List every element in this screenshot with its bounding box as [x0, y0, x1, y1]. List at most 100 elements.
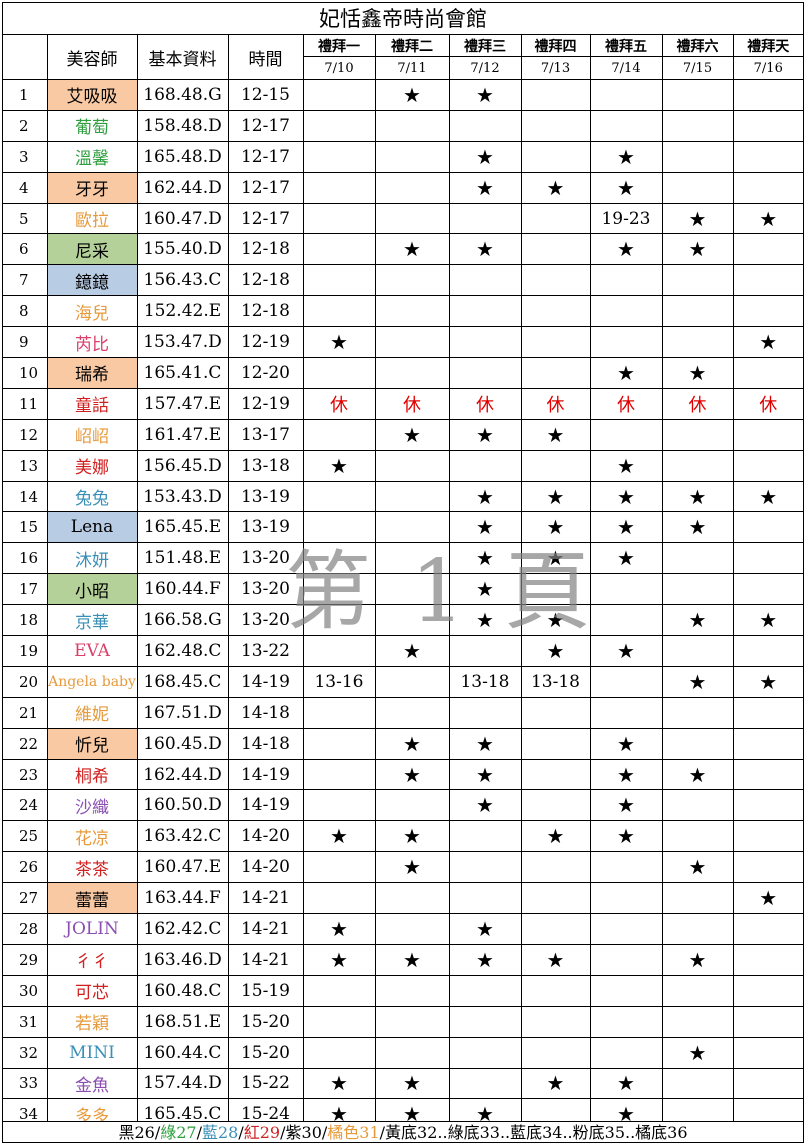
- row-number: 9: [3, 326, 48, 359]
- schedule-cell: 休: [732, 387, 803, 420]
- schedule-cell: ★: [520, 820, 591, 853]
- schedule-cell: ★: [448, 943, 522, 976]
- table-row: 33 金魚 157.44.D 15-22 ★ ★ ★ ★: [3, 1067, 803, 1100]
- schedule-cell: [520, 789, 591, 822]
- schedule-cell: ★: [302, 913, 376, 945]
- schedule-cell: [589, 573, 663, 606]
- schedule-cell: [374, 171, 450, 204]
- schedule-cell: ★: [520, 542, 591, 575]
- schedule-cell: ★: [448, 171, 522, 204]
- schedule-cell: [374, 295, 450, 328]
- stylist-info: 160.44.F: [136, 573, 229, 606]
- schedule-cell: [661, 326, 734, 359]
- table-body: 1 艾吸吸 168.48.G 12-15 ★ ★ 2 葡萄 158.48.D 12-17 3 溫馨 16…: [3, 79, 803, 1131]
- schedule-cell: [448, 882, 522, 915]
- row-number: 12: [3, 418, 48, 451]
- schedule-cell: [448, 635, 522, 667]
- schedule-cell: ★: [374, 727, 450, 760]
- stylist-info: 158.48.D: [136, 109, 229, 142]
- schedule-cell: [448, 264, 522, 297]
- row-number: 10: [3, 357, 48, 389]
- schedule-cell: [661, 264, 734, 297]
- schedule-cell: [520, 1036, 591, 1069]
- schedule-cell: 13-18: [448, 665, 522, 698]
- table-row: 1 艾吸吸 168.48.G 12-15 ★ ★: [3, 79, 803, 111]
- schedule-cell: ★: [589, 758, 663, 791]
- header-day-label: 禮拜一: [302, 35, 376, 58]
- header-stylist: 美容師: [46, 35, 138, 80]
- schedule-cell: [732, 913, 803, 945]
- schedule-cell: [661, 974, 734, 1007]
- legend-segment: 紅29: [243, 1123, 281, 1142]
- row-number: 5: [3, 202, 48, 235]
- legend-segment: /: [196, 1123, 202, 1142]
- table-row: 29 彳彳 163.46.D 14-21 ★ ★ ★ ★ ★: [3, 943, 803, 976]
- stylist-info: 156.45.D: [136, 449, 229, 482]
- table-row: 27 蕾蕾 163.44.F 14-21 ★: [3, 882, 803, 915]
- stylist-info: 160.47.E: [136, 851, 229, 884]
- row-number: 23: [3, 758, 48, 791]
- schedule-cell: [302, 79, 376, 111]
- schedule-cell: [732, 820, 803, 853]
- schedule-cell: [374, 326, 450, 359]
- schedule-cell: [732, 295, 803, 328]
- schedule-cell: ★: [589, 449, 663, 482]
- schedule-cell: [732, 357, 803, 389]
- table-row: 12 岹岹 161.47.E 13-17 ★ ★ ★: [3, 418, 803, 451]
- schedule-cell: ★: [448, 233, 522, 266]
- schedule-cell: ★: [589, 789, 663, 822]
- row-number: 16: [3, 542, 48, 575]
- schedule-cell: [589, 943, 663, 976]
- stylist-name: 芮比: [46, 326, 138, 359]
- table-row: 3 溫馨 165.48.D 12-17 ★ ★: [3, 140, 803, 173]
- schedule-cell: [589, 882, 663, 915]
- schedule-cell: [448, 1005, 522, 1038]
- row-number: 17: [3, 573, 48, 606]
- schedule-cell: [302, 480, 376, 513]
- schedule-cell: ★: [661, 480, 734, 513]
- stylist-hours: 14-19: [227, 789, 304, 822]
- stylist-hours: 12-18: [227, 264, 304, 297]
- row-number: 7: [3, 264, 48, 297]
- schedule-cell: [732, 171, 803, 204]
- schedule-cell: ★: [589, 1067, 663, 1100]
- schedule-cell: ★: [374, 635, 450, 667]
- legend-segment: 藍28: [201, 1123, 239, 1142]
- schedule-cell: ★: [448, 79, 522, 111]
- stylist-info: 168.51.E: [136, 1005, 229, 1038]
- schedule-cell: [374, 1036, 450, 1069]
- schedule-cell: [589, 913, 663, 945]
- stylist-name: 茶茶: [46, 851, 138, 884]
- stylist-hours: 15-20: [227, 1036, 304, 1069]
- schedule-cell: 19-23: [589, 202, 663, 235]
- table-row: 14 兔兔 153.43.D 13-19 ★ ★ ★ ★ ★: [3, 480, 803, 513]
- stylist-info: 163.42.C: [136, 820, 229, 853]
- schedule-cell: [661, 789, 734, 822]
- stylist-info: 163.46.D: [136, 943, 229, 976]
- header-day-date: 7/10: [303, 56, 376, 80]
- schedule-cell: [732, 1005, 803, 1038]
- schedule-cell: [374, 1005, 450, 1038]
- row-number: 30: [3, 974, 48, 1007]
- stylist-info: 160.44.C: [136, 1036, 229, 1069]
- schedule-cell: ★: [520, 511, 591, 544]
- schedule-cell: [661, 696, 734, 729]
- stylist-hours: 14-19: [227, 665, 304, 698]
- schedule-cell: [732, 974, 803, 1007]
- row-number: 26: [3, 851, 48, 884]
- schedule-cell: ★: [448, 789, 522, 822]
- schedule-cell: ★: [520, 604, 591, 637]
- header-day-label: 禮拜四: [520, 35, 591, 58]
- stylist-name: 花凉: [46, 820, 138, 853]
- schedule-cell: [448, 202, 522, 235]
- schedule-cell: [374, 449, 450, 482]
- schedule-cell: ★: [302, 326, 376, 359]
- schedule-cell: [520, 727, 591, 760]
- schedule-cell: ★: [374, 418, 450, 451]
- table-row: 24 沙織 160.50.D 14-19 ★ ★: [3, 789, 803, 822]
- schedule-cell: [520, 1005, 591, 1038]
- schedule-cell: [448, 357, 522, 389]
- stylist-info: 153.43.D: [136, 480, 229, 513]
- schedule-cell: [732, 264, 803, 297]
